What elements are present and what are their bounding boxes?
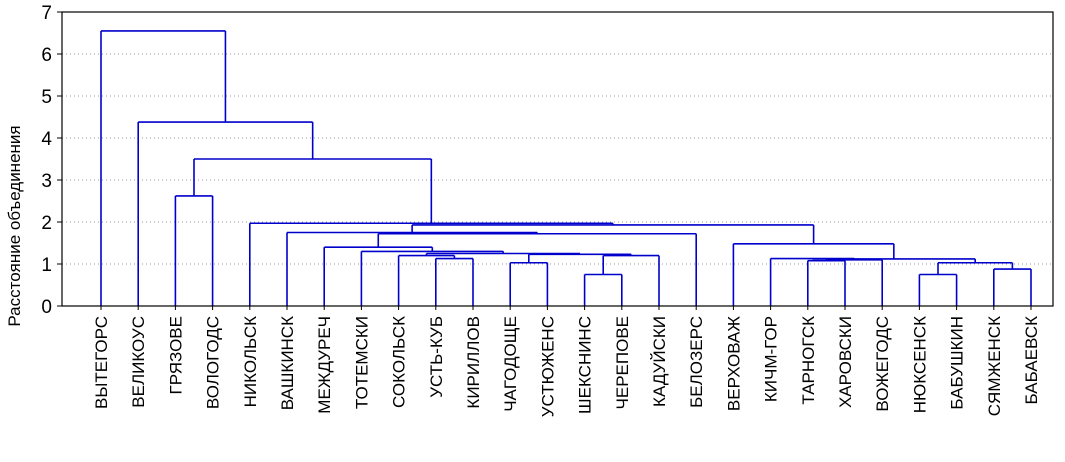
leaf-label: ВАШКИНСК bbox=[278, 316, 297, 410]
leaf-label: КАДУЙСКИ bbox=[650, 316, 669, 407]
leaf-label: УСТЬ-КУБ bbox=[427, 316, 446, 398]
leaf-label: ГРЯЗОВЕ bbox=[166, 316, 185, 394]
plot-frame bbox=[61, 11, 1054, 307]
leaf-label: ВЕРХОВАЖ bbox=[724, 316, 743, 411]
y-tick-label-6: 6 bbox=[41, 45, 52, 66]
leaf-label: МЕЖДУРЕЧ bbox=[315, 316, 334, 414]
leaf-label: УСТЮЖЕНС bbox=[538, 316, 557, 417]
y-tick-label-0: 0 bbox=[41, 297, 52, 318]
leaf-labels: ВЫТЕГОРС ВЕЛИКОУС ГРЯЗОВЕ ВОЛОГОДС НИКОЛЬСК В… bbox=[92, 306, 1041, 417]
leaf-label: СЯМЖЕНСК bbox=[985, 316, 1004, 416]
leaf-label: ШЕКСНИНС bbox=[576, 316, 595, 414]
leaf-label: ВЫТЕГОРС bbox=[92, 316, 111, 409]
leaf-label: БАБУШКИН bbox=[948, 316, 967, 410]
y-tick-label-5: 5 bbox=[41, 87, 52, 108]
dendrogram-branches bbox=[100, 30, 1032, 306]
leaf-label: ВЕЛИКОУС bbox=[129, 316, 148, 408]
leaf-label: ЧЕРЕПОВЕ bbox=[613, 316, 632, 409]
leaf-label: ТАРНОГСК bbox=[799, 316, 818, 405]
leaf-label: НИКОЛЬСК bbox=[241, 316, 260, 407]
y-tick-label-7: 7 bbox=[41, 3, 52, 24]
leaf-label: КИЧМ-ГОР bbox=[762, 316, 781, 402]
y-axis-title: Расстояние объединения bbox=[5, 125, 24, 326]
y-tick-label-4: 4 bbox=[41, 129, 52, 150]
y-axis-ticks: 0 1 2 3 4 5 6 7 bbox=[41, 3, 62, 318]
leaf-label: КИРИЛЛОВ bbox=[464, 316, 483, 409]
leaf-label: ЧАГОДОЩЕ bbox=[501, 316, 520, 412]
leaf-label: СОКОЛЬСК bbox=[390, 316, 409, 408]
leaf-label: НЮКСЕНСК bbox=[910, 316, 929, 413]
leaf-label: ХАРОВСКИ bbox=[836, 316, 855, 408]
leaf-label: БЕЛОЗЕРС bbox=[687, 316, 706, 408]
y-tick-label-3: 3 bbox=[41, 171, 52, 192]
leaf-label: ВОЛОГОДС bbox=[204, 316, 223, 409]
leaf-label: ВОЖЕГОДС bbox=[873, 316, 892, 412]
leaf-label: БАБАЕВСК bbox=[1022, 316, 1041, 405]
y-tick-label-2: 2 bbox=[41, 213, 52, 234]
y-tick-label-1: 1 bbox=[41, 255, 52, 276]
leaf-label: ТОТЕМСКИ bbox=[352, 316, 371, 409]
